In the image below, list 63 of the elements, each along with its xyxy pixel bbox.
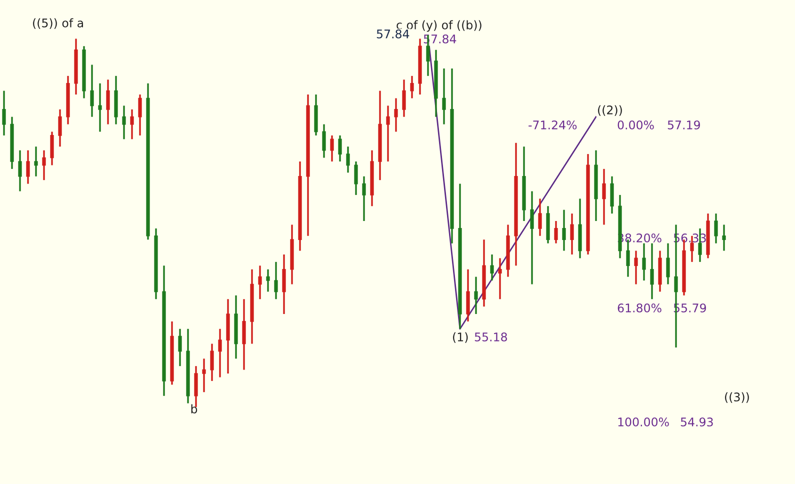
candlestick <box>554 220 558 244</box>
candlestick <box>474 276 478 315</box>
candlestick <box>90 64 94 118</box>
candlestick <box>106 78 110 126</box>
annotation: 57.84 <box>376 29 410 38</box>
candlestick <box>282 254 286 315</box>
candlestick <box>346 146 350 174</box>
candlestick <box>610 176 614 214</box>
text: 54.93 <box>680 417 713 426</box>
candlestick <box>490 254 494 282</box>
candlestick <box>98 82 102 133</box>
annotation: (1) <box>453 332 468 343</box>
candlestick <box>642 242 646 282</box>
candlestick <box>274 261 278 300</box>
candlestick <box>562 209 566 252</box>
candlestick <box>178 328 182 367</box>
annotation: 61.80% <box>618 303 662 312</box>
candlestick <box>602 168 606 226</box>
candlestick <box>242 298 246 371</box>
candlestick <box>538 198 542 237</box>
candlestick <box>386 104 390 162</box>
candlestick <box>322 123 326 159</box>
candlestick <box>362 176 366 222</box>
candlestick <box>34 146 38 178</box>
annotation: ((2)) <box>598 105 622 116</box>
candlestick <box>266 268 270 293</box>
candlestick <box>258 264 262 300</box>
candlestick <box>58 108 62 148</box>
candlestick <box>18 149 22 192</box>
candlestick <box>634 250 638 286</box>
candlestick <box>354 160 358 196</box>
candlestick <box>498 257 502 300</box>
candlestick <box>466 268 470 322</box>
candlestick <box>530 190 534 286</box>
annotation: -71.24% <box>528 120 577 130</box>
candlestick <box>202 358 206 393</box>
candlestick <box>570 212 574 256</box>
candlestick <box>666 242 670 286</box>
candlestick <box>2 90 6 136</box>
candlestick <box>330 134 334 162</box>
candlestick <box>650 242 654 300</box>
annotation: 57.19 <box>668 120 700 130</box>
candlestick <box>402 78 406 118</box>
candlestick <box>722 224 726 252</box>
candlestick <box>714 212 718 244</box>
annotation: 55.18 <box>474 332 507 342</box>
candlestick <box>50 130 54 166</box>
candlestick <box>42 149 46 181</box>
candlestick <box>122 104 126 140</box>
candlestick <box>26 149 30 185</box>
candlestick <box>338 134 342 162</box>
text: ((5)) of a <box>33 18 83 29</box>
candlestick <box>218 328 222 378</box>
annotation: 0.00% <box>618 120 654 130</box>
candlestick <box>410 75 414 100</box>
candlestick <box>130 108 134 140</box>
candlestick <box>138 94 142 136</box>
annotation: b <box>191 404 198 414</box>
text: 100.00% <box>618 417 669 426</box>
candlestick <box>210 342 214 382</box>
candlestick <box>394 97 398 133</box>
candlestick <box>442 68 446 126</box>
annotation: ((3)) <box>725 392 749 403</box>
